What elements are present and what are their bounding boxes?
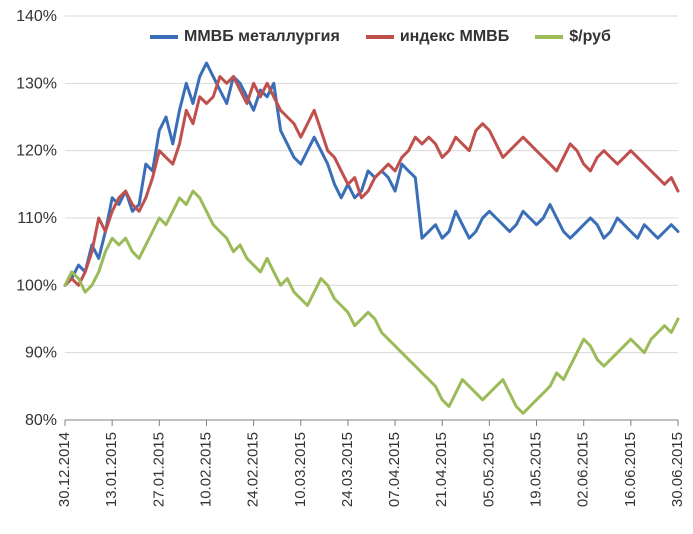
svg-text:07.04.2015: 07.04.2015: [386, 432, 403, 507]
svg-text:16.06.2015: 16.06.2015: [622, 432, 639, 507]
svg-text:10.03.2015: 10.03.2015: [292, 432, 309, 507]
svg-text:80%: 80%: [25, 412, 57, 429]
legend-label-2: $/руб: [569, 28, 611, 46]
svg-text:100%: 100%: [16, 277, 57, 294]
svg-text:21.04.2015: 21.04.2015: [433, 432, 450, 507]
svg-text:10.02.2015: 10.02.2015: [197, 432, 214, 507]
line-chart: ММВБ металлургия индекс ММВБ $/руб 80% 90…: [0, 0, 693, 534]
svg-text:30.06.2015: 30.06.2015: [669, 432, 686, 507]
legend-item-0: ММВБ металлургия: [150, 28, 340, 46]
svg-text:05.05.2015: 05.05.2015: [480, 432, 497, 507]
legend-swatch-0: [150, 35, 178, 39]
svg-text:90%: 90%: [25, 345, 57, 362]
legend-item-2: $/руб: [535, 28, 611, 46]
svg-text:27.01.2015: 27.01.2015: [150, 432, 167, 507]
legend-item-1: индекс ММВБ: [366, 28, 509, 46]
svg-text:24.02.2015: 24.02.2015: [245, 432, 262, 507]
svg-text:19.05.2015: 19.05.2015: [528, 432, 545, 507]
svg-text:120%: 120%: [16, 143, 57, 160]
svg-text:110%: 110%: [17, 210, 57, 227]
chart-svg: 80% 90% 100% 110% 120% 130% 140% 30.12.2014 13.0…: [0, 0, 693, 534]
legend-swatch-2: [535, 35, 563, 39]
legend: ММВБ металлургия индекс ММВБ $/руб: [150, 28, 611, 46]
legend-label-1: индекс ММВБ: [400, 28, 509, 46]
svg-text:13.01.2015: 13.01.2015: [103, 432, 120, 507]
svg-text:02.06.2015: 02.06.2015: [575, 432, 592, 507]
svg-text:24.03.2015: 24.03.2015: [339, 432, 356, 507]
legend-label-0: ММВБ металлургия: [184, 28, 340, 46]
legend-swatch-1: [366, 35, 394, 39]
svg-text:130%: 130%: [16, 75, 57, 92]
svg-text:140%: 140%: [16, 8, 57, 25]
svg-text:30.12.2014: 30.12.2014: [56, 432, 73, 507]
